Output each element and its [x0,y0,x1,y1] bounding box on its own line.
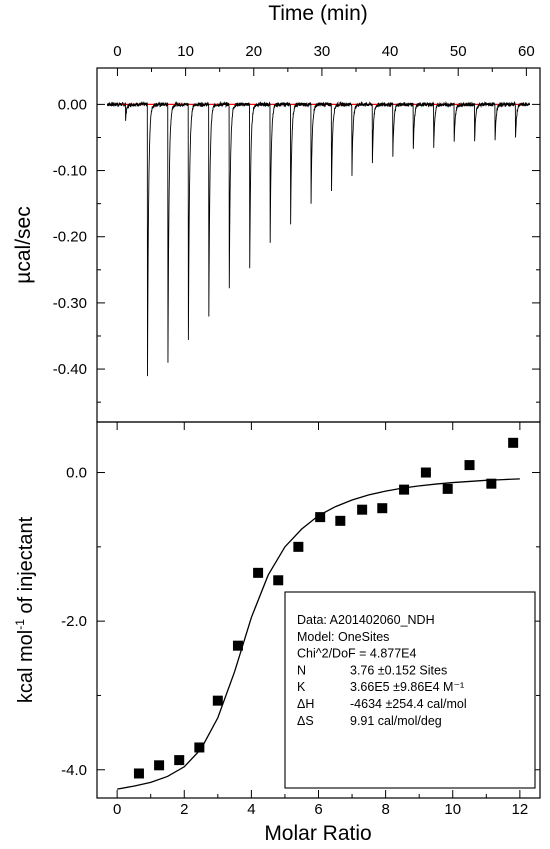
data-point [293,541,304,552]
top-x-axis-label: Time (min) [268,2,368,25]
bottom-x-tick-label: 2 [180,801,188,818]
data-point [335,515,346,526]
data-point [194,742,205,753]
thermogram-trace [106,100,531,377]
data-point [253,567,264,578]
y-label-superscript: -1 [13,619,27,630]
bottom-ticks: 0 2 4 6 8 10 12 0.0 -2.0 -4.0 [61,422,540,818]
fit-result-label: ΔH [297,697,314,711]
bottom-y-tick-label: -2.0 [61,613,87,630]
fit-result-label: Chi^2/DoF = 4.877E4 [297,647,417,661]
fit-result-value: 3.66E5 ±9.86E4 M⁻¹ [350,680,464,694]
bottom-x-axis-label: Molar Ratio [264,822,371,845]
data-point [315,512,326,523]
fit-results-lines: Data: A201402060_NDH Model: OneSites Chi^2… [297,613,467,728]
top-x-tick-label: 20 [245,43,262,60]
bottom-x-tick-label: 12 [512,801,529,818]
data-point [399,484,410,495]
bottom-x-tick-label: 6 [314,801,322,818]
bottom-panel: 0 2 4 6 8 10 12 0.0 -2.0 -4.0 Data: A201402060_ND… [13,421,541,845]
data-points [133,437,519,779]
fit-result-label: Model: OneSites [297,630,389,644]
top-y-axis-label: µcal/sec [12,206,35,283]
y-label-rest: of injectant [15,516,37,619]
data-point [357,504,368,515]
top-x-tick-label: 10 [177,43,194,60]
top-ticks: 0 10 20 30 40 50 60 0.00 -0.10 -0.20 -0.30 -0.40 [53,43,540,403]
bottom-x-tick-label: 10 [444,801,461,818]
top-plot-frame [96,67,541,423]
top-x-tick-label: 60 [518,43,535,60]
fit-results-box: Data: A201402060_NDH Model: OneSites Chi^2… [284,591,536,789]
fit-results-frame [284,591,536,789]
y-label-main: kcal mol [15,630,37,703]
fit-result-value: 9.91 cal/mol/deg [350,714,442,728]
bottom-x-tick-label: 0 [113,801,121,818]
top-y-tick-label: -0.30 [53,295,87,312]
fit-result-value: 3.76 ±0.152 Sites [350,663,447,677]
bottom-y-tick-label: 0.0 [66,465,87,482]
data-point [232,640,243,651]
data-point [133,768,144,779]
data-point [154,760,165,771]
top-panel: 0 10 20 30 40 50 60 0.00 -0.10 -0.20 -0.30 -0.40 Ti… [12,2,541,423]
top-y-tick-label: -0.40 [53,361,87,378]
data-point [464,460,475,471]
data-point [212,695,223,706]
data-point [508,437,519,448]
data-point [442,483,453,494]
fit-result-label: N [297,663,306,677]
data-point [486,478,497,489]
top-x-tick-label: 30 [314,43,331,60]
bottom-y-tick-label: -4.0 [61,762,87,779]
top-x-tick-label: 50 [450,43,467,60]
fit-result-label: ΔS [297,714,314,728]
top-y-tick-label: -0.10 [53,163,87,180]
top-y-tick-label: 0.00 [58,96,87,113]
bottom-y-axis-label: kcal mol-1 of injectant [13,516,37,703]
fit-result-label: Data: A201402060_NDH [297,613,435,627]
fit-result-label: K [297,680,306,694]
fit-result-value: -4634 ±254.4 cal/mol [350,697,467,711]
bottom-x-tick-label: 8 [381,801,389,818]
top-x-tick-label: 0 [113,43,121,60]
data-point [377,503,388,514]
top-y-tick-label: -0.20 [53,229,87,246]
data-point [273,575,284,586]
bottom-x-tick-label: 4 [247,801,255,818]
top-x-tick-label: 40 [382,43,399,60]
data-point [174,755,185,766]
data-point [420,467,431,478]
